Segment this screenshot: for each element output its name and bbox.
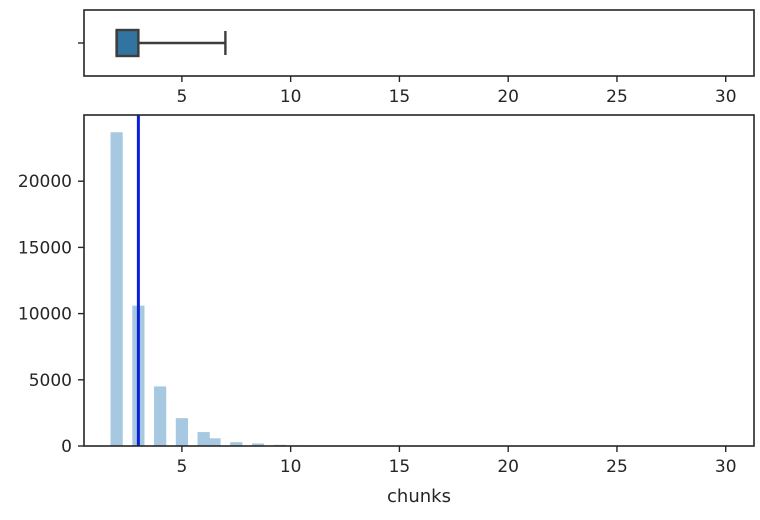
histogram-x-tick-label: 25	[606, 457, 628, 477]
boxplot-x-tick-label: 30	[715, 87, 737, 107]
histogram-y-tick-label: 0	[61, 437, 72, 457]
boxplot-box	[115, 28, 140, 58]
histogram-bar	[251, 443, 265, 446]
boxplot-x-tick-label: 10	[280, 87, 302, 107]
histogram-frame	[83, 114, 755, 447]
histogram-x-tick-label: 30	[715, 457, 737, 477]
histogram-bar	[175, 418, 188, 446]
histogram-bar	[197, 432, 210, 446]
histogram-bar	[154, 386, 167, 446]
histogram-panel: 5 10 15 20 25 30 0 5000 10000 15000 20000 chunks	[18, 114, 755, 507]
histogram-bar	[230, 442, 243, 446]
histogram-x-tick-label: 15	[389, 457, 411, 477]
boxplot-x-ticks: 5 10 15 20 25 30	[176, 76, 737, 107]
histogram-y-tick-label: 20000	[18, 172, 72, 192]
boxplot-x-tick-label: 20	[497, 87, 519, 107]
boxplot-x-tick-label: 5	[176, 87, 187, 107]
histogram-x-tick-label: 20	[497, 457, 519, 477]
x-axis-label: chunks	[387, 486, 451, 507]
histogram-y-ticks: 0 5000 10000 15000 20000	[18, 172, 84, 457]
histogram-y-tick-label: 15000	[18, 238, 72, 258]
boxplot-x-tick-label: 15	[389, 87, 411, 107]
histogram-bar	[208, 438, 221, 446]
boxplot-panel: 5 10 15 20 25 30	[78, 9, 755, 107]
histogram-y-tick-label: 5000	[29, 371, 72, 391]
boxplot-marks	[115, 28, 227, 58]
boxplot-x-tick-label: 25	[606, 87, 628, 107]
histogram-x-ticks: 5 10 15 20 25 30	[176, 446, 737, 477]
histogram-y-tick-label: 10000	[18, 305, 72, 325]
histogram-x-tick-label: 10	[280, 457, 302, 477]
histogram-bar	[110, 132, 123, 446]
histogram-bars	[110, 132, 732, 447]
histogram-x-tick-label: 5	[176, 457, 187, 477]
